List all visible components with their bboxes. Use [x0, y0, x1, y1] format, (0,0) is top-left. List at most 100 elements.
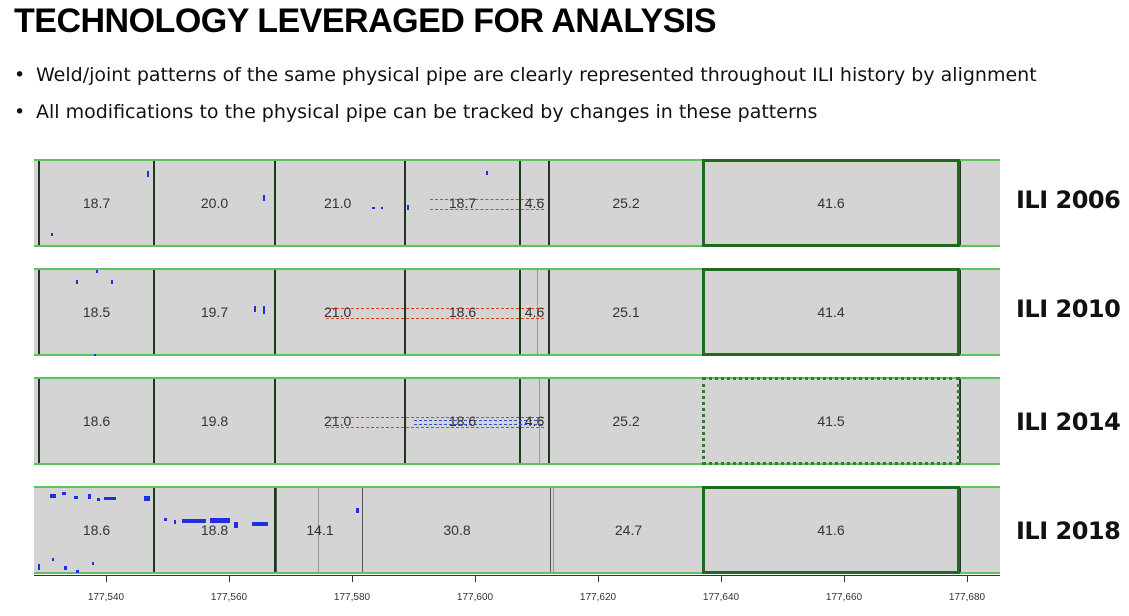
axis-tick-label: 177,580: [333, 592, 371, 603]
axis-tick: [475, 576, 476, 582]
joint-length: 18.7: [82, 195, 111, 211]
feature-mark: [252, 522, 268, 526]
feature-mark: [263, 195, 265, 201]
dashed-feature: [430, 199, 544, 210]
distance-axis: [34, 575, 1000, 576]
joint-length: 41.6: [817, 195, 845, 211]
bullet-item: • All modifications to the physical pipe …: [14, 103, 1037, 122]
weld-line: [274, 161, 276, 245]
highlight-box: [702, 377, 960, 465]
axis-tick-label: 177,560: [210, 592, 248, 603]
feature-mark: [64, 566, 67, 570]
feature-mark: [92, 562, 94, 565]
feature-mark: [372, 207, 375, 209]
feature-mark: [254, 306, 256, 312]
bullet-dot: •: [14, 101, 26, 123]
axis-tick-label: 177,620: [579, 592, 617, 603]
weld-line: [404, 161, 406, 245]
feature-mark: [76, 280, 78, 284]
ili-2010-track: 18.5 19.7 21.0 18.6 4.6 25.1 41.4: [34, 268, 1000, 356]
axis-tick: [229, 576, 230, 582]
dashed-feature: [414, 420, 542, 425]
joint-length: 21.0: [324, 413, 352, 429]
weld-line: [519, 270, 521, 354]
weld-line: [274, 379, 276, 463]
feature-mark: [50, 494, 56, 498]
joint-length: 18.5: [82, 304, 111, 320]
joint-length: 19.8: [200, 413, 229, 429]
weld-line: [153, 488, 155, 572]
feature-mark: [94, 354, 96, 356]
weld-line: [274, 488, 276, 572]
ili-year-label: ILI 2014: [1016, 408, 1121, 436]
highlight-box: [702, 268, 960, 356]
feature-mark: [38, 564, 40, 570]
axis-tick: [844, 576, 845, 582]
feature-mark: [97, 498, 100, 501]
joint-length: 4.6: [524, 195, 545, 211]
joint-length: 41.6: [817, 522, 845, 538]
axis-tick-label: 177,600: [456, 592, 494, 603]
joint-length: 18.6: [448, 413, 477, 429]
axis-tick: [106, 576, 107, 582]
axis-tick-label: 177,660: [825, 592, 863, 603]
highlight-box: [702, 486, 960, 574]
joint-length: 30.8: [443, 522, 471, 538]
joint-length: 4.6: [524, 413, 545, 429]
feature-mark: [96, 270, 98, 273]
joint-length: 18.6: [82, 413, 111, 429]
axis-tick-label: 177,680: [948, 592, 986, 603]
joint-length: 4.6: [524, 304, 545, 320]
joint-length: 21.0: [324, 304, 352, 320]
ili-2006-track: 18.7 20.0 21.0 18.7 4.6 25.2 41.6: [34, 159, 1000, 247]
weld-line: [519, 161, 521, 245]
joint-length: 18.6: [82, 522, 111, 538]
axis-tick: [721, 576, 722, 582]
feature-mark: [51, 233, 53, 236]
feature-mark: [182, 519, 206, 523]
joint-length: 24.7: [614, 522, 643, 538]
dashed-feature: [326, 417, 544, 428]
weld-line: [38, 379, 40, 463]
joint-length: 21.0: [324, 195, 352, 211]
weld-line: [959, 488, 961, 572]
bullet-text: All modifications to the physical pipe c…: [36, 101, 818, 123]
feature-mark: [62, 492, 66, 495]
joint-length: 18.6: [448, 304, 477, 320]
feature-mark: [104, 497, 116, 500]
ili-year-label: ILI 2006: [1016, 186, 1121, 214]
joint-length: 41.4: [817, 304, 845, 320]
axis-tick-label: 177,640: [702, 592, 740, 603]
weld-line: [153, 270, 155, 354]
weld-line: [404, 270, 406, 354]
weld-line: [274, 270, 276, 354]
joint-length: 41.5: [817, 413, 845, 429]
joint-length: 18.7: [448, 195, 477, 211]
weld-line: [519, 379, 521, 463]
feature-mark: [164, 518, 167, 521]
joint-length: 20.0: [200, 195, 229, 211]
joint-length: 18.8: [200, 522, 229, 538]
weld-line: [153, 379, 155, 463]
axis-tick: [352, 576, 353, 582]
axis-tick-label: 177,540: [87, 592, 125, 603]
highlight-box: [702, 159, 960, 247]
joint-length: 25.2: [612, 195, 640, 211]
feature-mark: [111, 280, 113, 284]
weld-line: [38, 161, 40, 245]
feature-mark: [263, 306, 265, 314]
ili-year-label: ILI 2010: [1016, 295, 1121, 323]
bullet-list: • Weld/joint patterns of the same physica…: [14, 66, 1037, 140]
weld-line: [548, 379, 550, 463]
feature-mark: [234, 522, 238, 528]
feature-mark: [147, 171, 149, 177]
weld-line: [553, 488, 554, 572]
bullet-text: Weld/joint patterns of the same physical…: [36, 64, 1037, 86]
weld-line: [153, 161, 155, 245]
weld-line: [38, 270, 40, 354]
weld-line: [959, 270, 961, 354]
ili-2018-track: 18.6 18.8 14.1 30.8 24.7 41.6: [34, 486, 1000, 574]
feature-mark: [381, 207, 383, 209]
dashed-feature: [326, 308, 544, 319]
feature-mark: [356, 508, 359, 513]
